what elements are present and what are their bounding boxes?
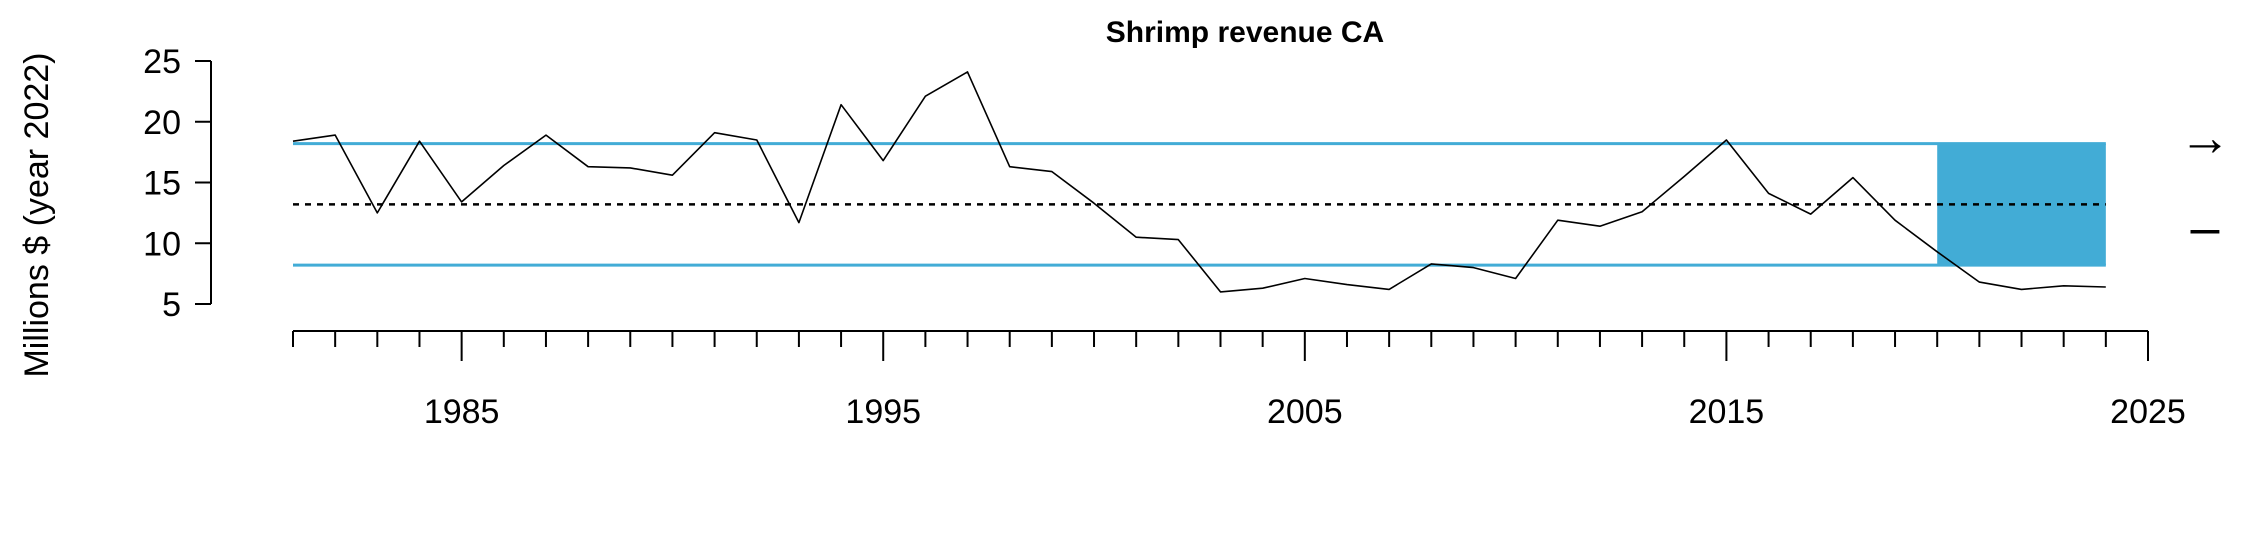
y-tick-label: 10 <box>143 225 181 263</box>
x-tick-label: 1995 <box>845 393 921 431</box>
y-tick-label: 5 <box>162 286 181 324</box>
x-tick-label: 2025 <box>2110 393 2186 431</box>
x-tick-label: 2015 <box>1689 393 1765 431</box>
series-line <box>292 71 2106 293</box>
x-tick-label: 2005 <box>1267 393 1343 431</box>
y-tick-label: 25 <box>143 43 181 81</box>
trend-arrow-icon: → <box>2179 109 2231 167</box>
x-tick-label: 1985 <box>424 393 500 431</box>
y-tick-label: 15 <box>143 165 181 203</box>
mean-dash-icon: – <box>2191 199 2220 257</box>
chart-title: Shrimp revenue CA <box>1106 16 1384 49</box>
y-axis-title: Millions $ (year 2022) <box>18 52 56 377</box>
y-tick-label: 20 <box>143 104 181 142</box>
